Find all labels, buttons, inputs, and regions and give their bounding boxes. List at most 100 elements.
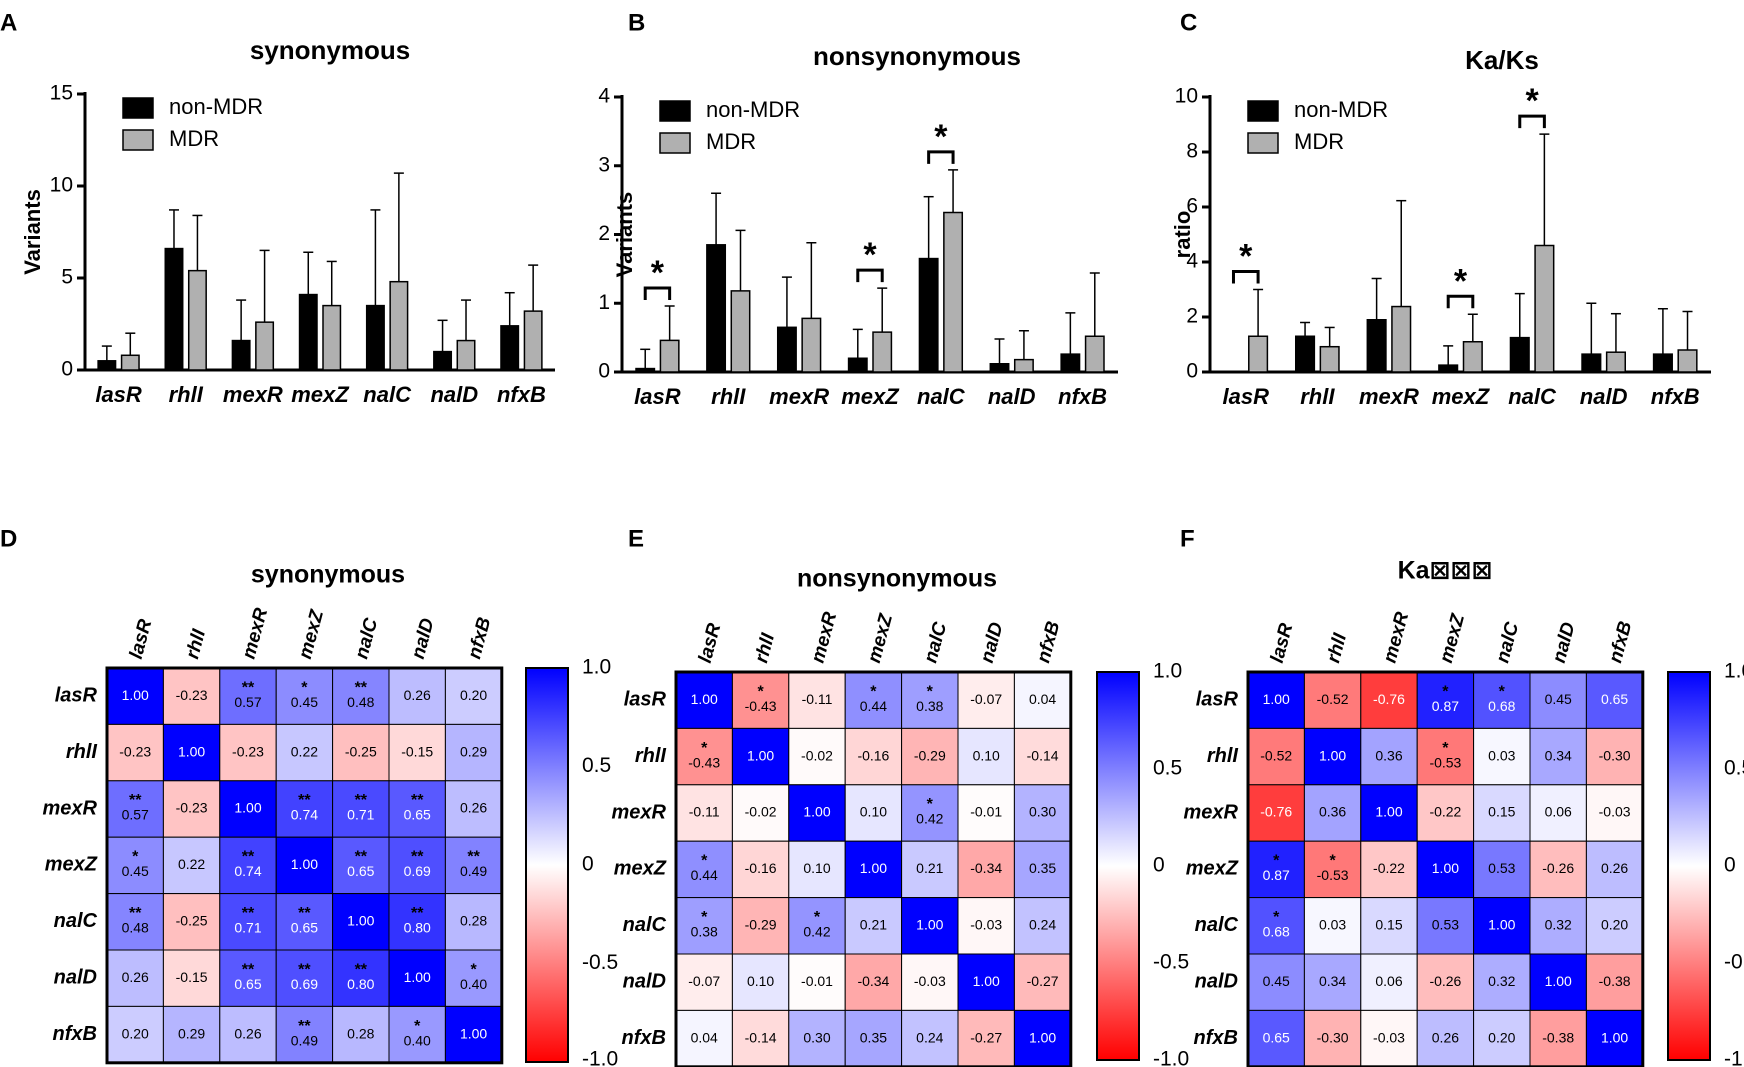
x-tick-label: nalD <box>1580 384 1628 409</box>
heatmap-cell <box>844 727 903 786</box>
heatmap-border <box>105 666 504 1065</box>
cell-value: 0.71 <box>347 807 374 823</box>
row-label: nalC <box>54 910 98 932</box>
legend-swatch <box>659 132 691 154</box>
bar-mdr <box>322 304 342 371</box>
bar-mdr <box>1084 335 1105 373</box>
cell-value: 0.42 <box>916 811 943 827</box>
cell-significance: * <box>132 849 139 866</box>
cell-value: 0.35 <box>860 1029 887 1045</box>
bar-mdr <box>187 269 207 371</box>
cell-significance: * <box>927 683 934 700</box>
colorbar <box>1096 671 1140 1061</box>
heatmap-cell <box>106 1005 164 1064</box>
significance-star: * <box>863 236 877 274</box>
column-label: mexR <box>808 610 842 666</box>
significance-bracket <box>1518 114 1546 129</box>
bar-mdr <box>1391 305 1412 373</box>
chart-title: Ka/Ks <box>1465 45 1539 75</box>
heatmap-cell <box>1303 1009 1362 1067</box>
cell-value: 0.40 <box>404 1032 431 1048</box>
cell-significance: * <box>301 679 308 696</box>
cell-value: -0.27 <box>970 1029 1002 1045</box>
colorbar-tick-label: 0.5 <box>582 754 611 777</box>
cell-value: 0.34 <box>1319 973 1346 989</box>
cell-value: -0.30 <box>1317 1029 1349 1045</box>
heatmap-cell <box>957 953 1015 1011</box>
column-label: rhlI <box>751 631 779 666</box>
bar-mdr <box>659 339 680 373</box>
cell-value: 0.71 <box>234 920 261 936</box>
heatmap-cell <box>388 949 446 1007</box>
column-label: mexR <box>239 606 273 662</box>
bar-mdr <box>943 211 964 373</box>
cell-value: 1.00 <box>1375 804 1402 820</box>
cell-value: 0.20 <box>1488 1029 1515 1045</box>
cell-value: 0.06 <box>1545 804 1572 820</box>
heatmap-cell <box>388 893 446 951</box>
cell-value: -0.14 <box>1027 747 1059 763</box>
cell-value: 0.69 <box>291 976 318 992</box>
y-tick-label: 0 <box>61 358 73 381</box>
cell-value: 1.00 <box>234 800 261 816</box>
cell-significance: ** <box>355 961 368 978</box>
bar-mdr <box>1319 345 1340 373</box>
panel-label: E <box>628 525 644 552</box>
heatmap-cell <box>1013 784 1072 842</box>
x-tick-label: lasR <box>634 384 681 409</box>
x-tick-label: nalC <box>1508 384 1557 409</box>
cell-significance: * <box>870 683 877 700</box>
cell-value: -0.15 <box>401 743 433 759</box>
panel-label: B <box>628 9 645 36</box>
heatmap-cell <box>1585 727 1644 786</box>
cell-value: 0.32 <box>1545 917 1572 933</box>
column-label: mexZ <box>1436 611 1469 666</box>
cell-value: 0.65 <box>347 863 374 879</box>
y-axis-label: Variants <box>20 189 45 275</box>
cell-value: 0.30 <box>803 1029 830 1045</box>
bar-non-mdr <box>231 339 251 371</box>
heatmap-cell <box>731 953 790 1011</box>
cell-significance: ** <box>242 961 255 978</box>
cell-value: 1.00 <box>1601 1029 1628 1045</box>
cell-significance: * <box>1329 853 1336 870</box>
cell-value: -0.25 <box>176 913 208 929</box>
heatmap-cell <box>275 723 334 782</box>
row-label: lasR <box>624 688 667 710</box>
cell-significance: * <box>701 740 708 757</box>
cell-value: 0.38 <box>916 698 943 714</box>
colorbar-tick-label: -0.5 <box>1724 951 1744 974</box>
cell-value: 0.15 <box>1375 917 1402 933</box>
column-label: nalC <box>351 616 382 661</box>
cell-value: 0.38 <box>691 924 718 940</box>
heatmap-cell <box>1013 953 1072 1011</box>
cell-value: 1.00 <box>803 804 830 820</box>
cell-value: -0.29 <box>914 747 946 763</box>
cell-significance: ** <box>129 792 142 809</box>
x-tick-label: nalC <box>917 384 966 409</box>
cell-value: -0.02 <box>745 804 777 820</box>
x-tick-label: nfxB <box>497 382 546 407</box>
row-label: nalC <box>1195 914 1239 936</box>
colorbar-tick-label: -0.5 <box>582 951 618 974</box>
cell-value: -0.23 <box>176 800 208 816</box>
cell-value: 1.00 <box>1029 1029 1056 1045</box>
significance-bracket <box>856 268 884 283</box>
column-label: rhlI <box>182 627 210 662</box>
chart-title: synonymous <box>250 35 410 65</box>
legend-label: MDR <box>169 126 219 151</box>
chart-title: Ka⊠⊠⊠ <box>1398 557 1493 585</box>
significance-star: * <box>1239 238 1253 276</box>
y-tick-label: 0 <box>598 360 610 383</box>
row-label: mexZ <box>614 858 667 880</box>
heatmap-cell <box>901 1009 959 1067</box>
x-tick-label: nalC <box>363 382 412 407</box>
cell-value: -0.34 <box>970 860 1002 876</box>
heatmap-cell <box>675 840 733 899</box>
column-label: lasR <box>695 621 726 665</box>
heatmap-cell <box>1416 953 1475 1011</box>
cell-value: 0.04 <box>691 1029 718 1045</box>
cell-value: -0.03 <box>970 917 1002 933</box>
y-tick-label: 5 <box>61 266 73 289</box>
cell-value: 0.32 <box>1488 973 1515 989</box>
